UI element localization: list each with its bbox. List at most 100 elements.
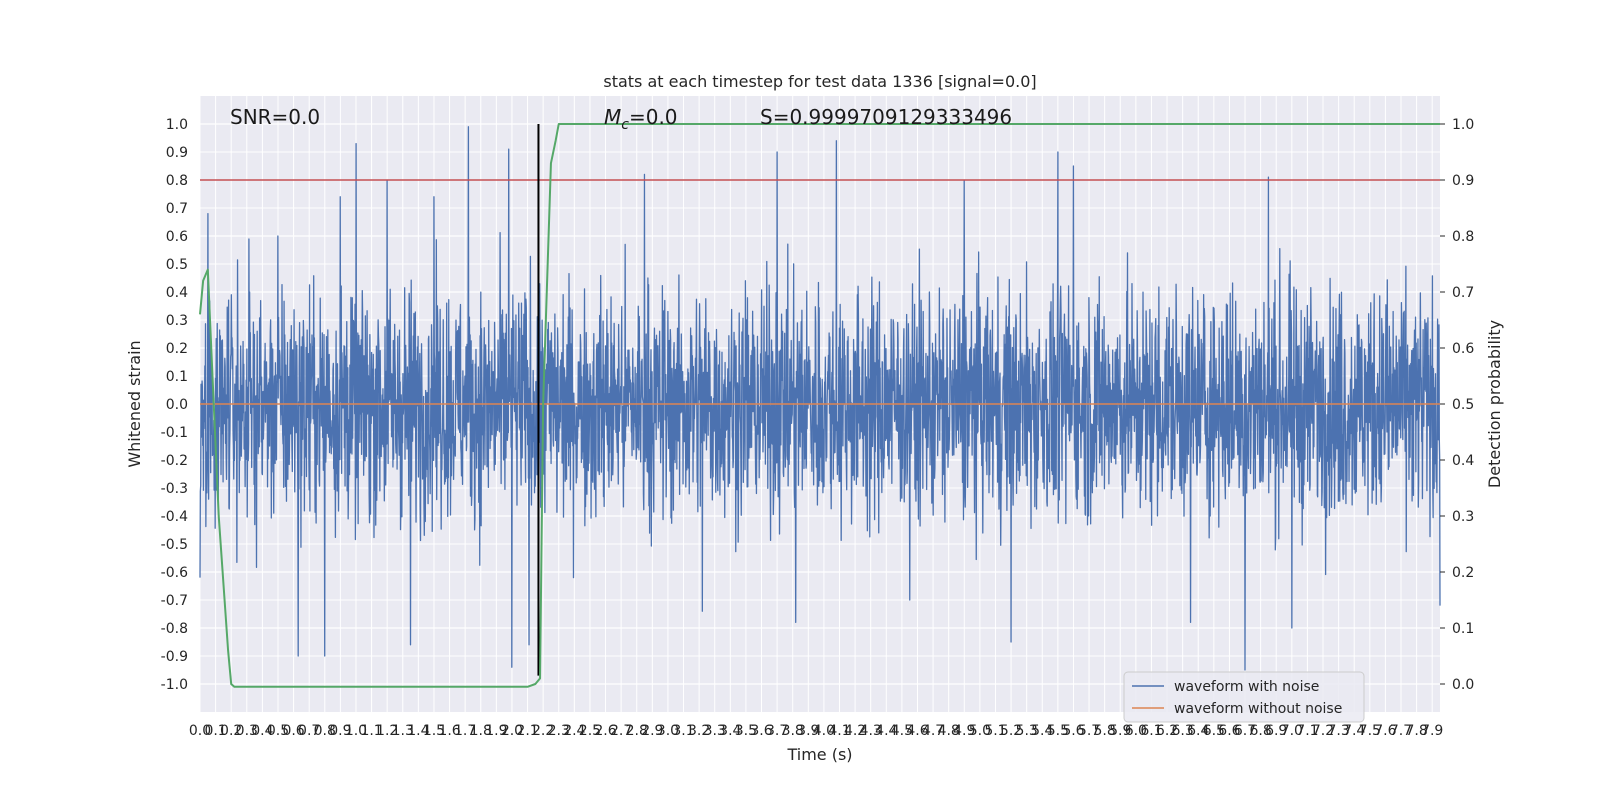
x-tick-label: 1.1 [360, 723, 382, 739]
y-right-tick-label: 0.4 [1452, 453, 1474, 469]
x-tick-label: 6.1 [1140, 723, 1162, 739]
x-tick-label: 5.1 [984, 723, 1006, 739]
y-left-tick-label: 0.0 [166, 397, 188, 413]
x-tick-label: 2.8 [626, 723, 648, 739]
x-tick-label: 4.7 [922, 723, 944, 739]
x-axis-label: Time (s) [786, 745, 852, 764]
waveform-with-noise-series [199, 126, 1441, 671]
x-tick-label: 1.2 [376, 723, 398, 739]
x-tick-label: 3.5 [735, 723, 757, 739]
chart-title: stats at each timestep for test data 133… [603, 72, 1036, 91]
x-tick-label: 3.7 [766, 723, 788, 739]
y-right-tick-label: 0.3 [1452, 509, 1474, 525]
x-tick-label: 2.7 [610, 723, 632, 739]
x-tick-label: 1.9 [485, 723, 507, 739]
x-tick-label: 5.0 [969, 723, 991, 739]
x-tick-label: 7.7 [1390, 723, 1412, 739]
x-tick-label: 1.3 [392, 723, 414, 739]
x-tick-label: 7.8 [1405, 723, 1427, 739]
x-tick-label: 5.4 [1031, 723, 1053, 739]
y-right-tick-label: 0.8 [1452, 229, 1474, 245]
x-tick-label: 1.5 [423, 723, 445, 739]
legend-label-waveform-without-noise: waveform without noise [1174, 701, 1342, 717]
y-left-tick-label: 0.9 [166, 145, 188, 161]
x-tick-label: 6.6 [1218, 723, 1240, 739]
y-left-tick-label: -0.5 [161, 537, 188, 553]
y-left-tick-label: 0.4 [166, 285, 188, 301]
x-tick-label: 6.2 [1156, 723, 1178, 739]
mc-symbol: M [604, 105, 621, 129]
x-tick-label: 1.8 [470, 723, 492, 739]
overlay-lines [199, 123, 1440, 688]
x-tick-label: 4.4 [875, 723, 897, 739]
x-tick-label: 2.1 [516, 723, 538, 739]
x-tick-label: 3.6 [750, 723, 772, 739]
x-tick-label: 2.0 [501, 723, 523, 739]
y-right-tick-label: 0.9 [1452, 173, 1474, 189]
x-tick-label: 7.0 [1281, 723, 1303, 739]
x-tick-label: 1.6 [438, 723, 460, 739]
y-left-tick-label: -0.3 [161, 481, 188, 497]
y-left-tick-label: -0.9 [161, 649, 188, 665]
y-right-tick-label: 0.1 [1452, 621, 1474, 637]
x-tick-label: 4.2 [844, 723, 866, 739]
x-tick-label: 4.5 [891, 723, 913, 739]
x-tick-label: 2.4 [563, 723, 585, 739]
x-tick-label: 4.8 [938, 723, 960, 739]
x-tick-label: 7.2 [1312, 723, 1334, 739]
x-tick-label: 7.5 [1359, 723, 1381, 739]
y-left-tick-label: 0.8 [166, 173, 188, 189]
x-tick-label: 0.3 [236, 723, 258, 739]
x-tick-label: 3.2 [688, 723, 710, 739]
y-left-tick-label: 0.1 [166, 369, 188, 385]
snr-annotation: SNR=0.0 [230, 105, 320, 129]
x-tick-label: 2.3 [548, 723, 570, 739]
x-tick-label: 5.8 [1094, 723, 1116, 739]
y-left-tick-label: -0.2 [161, 453, 188, 469]
x-tick-label: 6.7 [1234, 723, 1256, 739]
x-tick-label: 4.0 [813, 723, 835, 739]
x-tick-label: 4.6 [906, 723, 928, 739]
y-right-tick-label: 0.6 [1452, 341, 1474, 357]
x-tick-label: 0.2 [220, 723, 242, 739]
y-left-tick-label: 1.0 [166, 117, 188, 133]
y-right-tick-label: 0.5 [1452, 397, 1474, 413]
y-axis-right-ticks: 1.0 0.9 0.8 0.7 0.6 0.5 0.4 0.3 0.2 0.1 0.0 [1440, 117, 1474, 693]
y-axis-right-label: Detection probability [1485, 320, 1504, 488]
x-tick-label: 6.4 [1187, 723, 1209, 739]
y-right-tick-label: 0.2 [1452, 565, 1474, 581]
y-left-tick-label: 0.3 [166, 313, 188, 329]
x-axis-ticks: 0.00.10.20.30.40.50.60.70.80.91.01.11.21… [189, 723, 1443, 739]
x-tick-label: 7.6 [1374, 723, 1396, 739]
x-tick-label: 2.2 [532, 723, 554, 739]
x-tick-label: 7.9 [1421, 723, 1443, 739]
y-left-tick-label: -0.6 [161, 565, 188, 581]
waveform-with-noise-line [199, 126, 1441, 671]
x-tick-label: 5.3 [1016, 723, 1038, 739]
x-tick-label: 4.3 [860, 723, 882, 739]
x-tick-label: 0.6 [282, 723, 304, 739]
x-tick-label: 7.4 [1343, 723, 1365, 739]
x-tick-label: 0.7 [298, 723, 320, 739]
mc-value: =0.0 [629, 105, 678, 129]
y-left-tick-label: -0.8 [161, 621, 188, 637]
x-tick-label: 2.9 [641, 723, 663, 739]
y-axis-left-ticks: 1.0 0.9 0.8 0.7 0.6 0.5 0.4 0.3 0.2 0.1 0.0 -0.1 -0.… [161, 117, 188, 693]
x-tick-label: 3.1 [672, 723, 694, 739]
x-tick-label: 3.3 [704, 723, 726, 739]
x-tick-label: 0.9 [329, 723, 351, 739]
y-right-tick-label: 0.0 [1452, 677, 1474, 693]
x-tick-label: 6.0 [1125, 723, 1147, 739]
x-tick-label: 5.7 [1078, 723, 1100, 739]
x-tick-label: 0.5 [267, 723, 289, 739]
y-left-tick-label: 0.6 [166, 229, 188, 245]
x-tick-label: 6.8 [1249, 723, 1271, 739]
s-annotation: S=0.9999709129333496 [760, 105, 1012, 129]
x-tick-label: 1.7 [454, 723, 476, 739]
x-tick-label: 1.4 [407, 723, 429, 739]
y-left-tick-label: -0.7 [161, 593, 188, 609]
x-tick-label: 3.8 [782, 723, 804, 739]
x-tick-label: 5.9 [1109, 723, 1131, 739]
y-right-tick-label: 1.0 [1452, 117, 1474, 133]
